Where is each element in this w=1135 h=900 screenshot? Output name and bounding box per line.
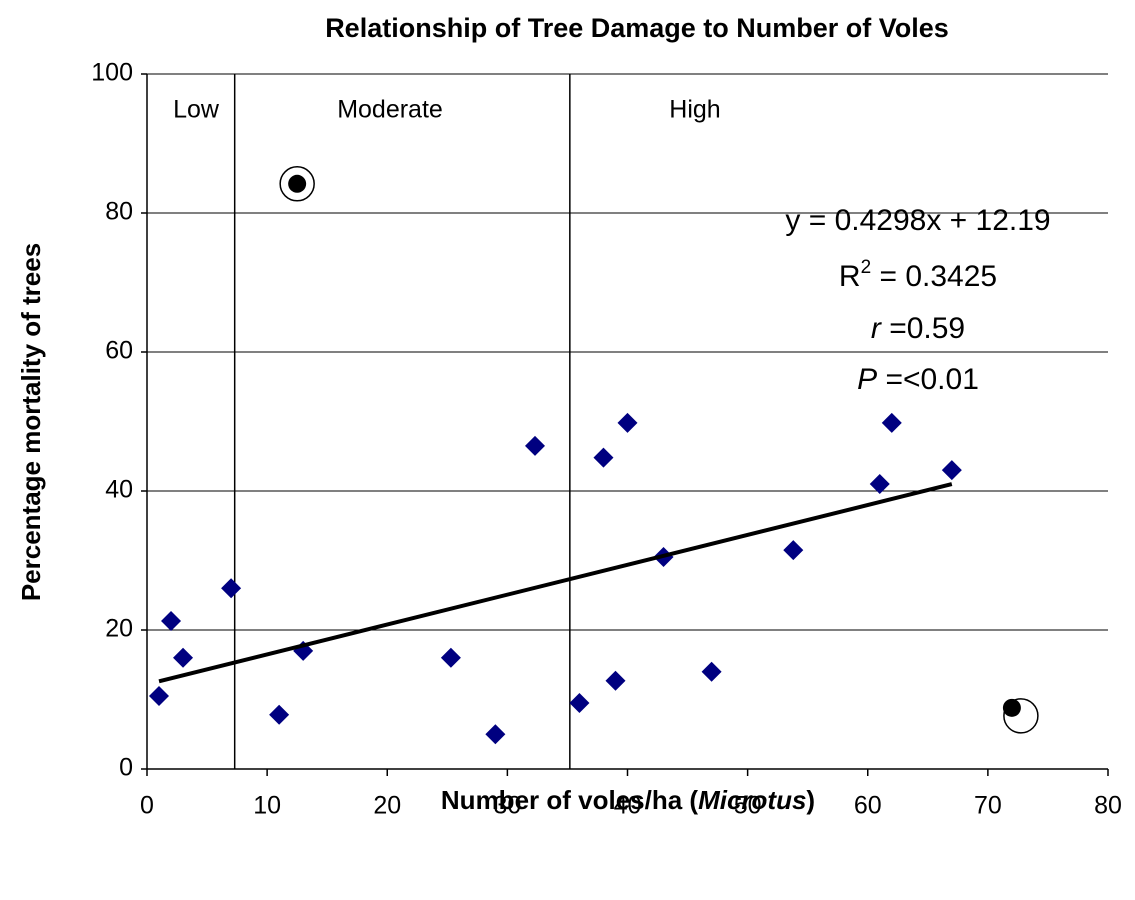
annotation-part: =<0.01 <box>877 363 979 396</box>
data-point <box>440 647 461 668</box>
x-axis-label: Number of voles/ha (Microtus) <box>441 785 815 815</box>
outlier-point <box>288 174 307 193</box>
y-tick-label: 0 <box>119 754 133 782</box>
data-point <box>941 460 962 481</box>
outlier-point <box>1002 698 1021 717</box>
data-point <box>525 435 546 456</box>
data-point <box>617 412 638 433</box>
region-label: Low <box>173 96 220 124</box>
annotation-part: r <box>871 312 882 345</box>
y-axis-label: Percentage mortality of trees <box>16 243 46 601</box>
data-point <box>149 686 170 707</box>
y-tick-label: 100 <box>91 59 133 87</box>
data-point <box>269 704 290 725</box>
annotation-part: =0.59 <box>881 312 965 345</box>
data-point <box>605 670 626 691</box>
data-point <box>869 474 890 495</box>
y-tick-label: 60 <box>105 337 133 365</box>
annotation-part: y = 0.4298x + 12.19 <box>785 204 1050 237</box>
data-point <box>569 692 590 713</box>
data-point <box>161 610 182 631</box>
x-tick-label: 50 <box>734 792 762 820</box>
x-tick-label: 10 <box>253 792 281 820</box>
data-point <box>701 661 722 682</box>
x-tick-label: 70 <box>974 792 1002 820</box>
data-point <box>783 540 804 561</box>
x-tick-label: 80 <box>1094 792 1122 820</box>
data-point <box>593 447 614 468</box>
x-tick-label: 60 <box>854 792 882 820</box>
x-tick-label: 30 <box>493 792 521 820</box>
data-point <box>485 724 506 745</box>
annotation: y = 0.4298x + 12.19 <box>785 204 1050 237</box>
x-tick-label: 20 <box>373 792 401 820</box>
annotation-part: P <box>857 363 877 396</box>
chart-title: Relationship of Tree Damage to Number of… <box>325 13 949 43</box>
annotation: R2 = 0.3425 <box>839 257 997 293</box>
data-point <box>221 578 242 599</box>
annotation-part: R <box>839 260 861 293</box>
region-label: High <box>669 96 720 124</box>
y-tick-label: 20 <box>105 615 133 643</box>
data-point <box>881 412 902 433</box>
x-tick-label: 0 <box>140 792 154 820</box>
x-axis-label-part: Number of voles/ha ( <box>441 785 698 815</box>
y-tick-label: 40 <box>105 476 133 504</box>
x-axis-label-part: ) <box>806 785 815 815</box>
annotation: r =0.59 <box>871 312 965 345</box>
annotation-part: 2 <box>861 257 872 278</box>
y-tick-label: 80 <box>105 198 133 226</box>
region-label: Moderate <box>337 96 443 124</box>
trendline <box>158 482 953 684</box>
data-point <box>173 647 194 668</box>
annotation: P =<0.01 <box>857 363 979 396</box>
x-tick-label: 40 <box>614 792 642 820</box>
x-axis-label-part: Microtus <box>698 785 806 815</box>
annotation-part: = 0.3425 <box>871 260 997 293</box>
